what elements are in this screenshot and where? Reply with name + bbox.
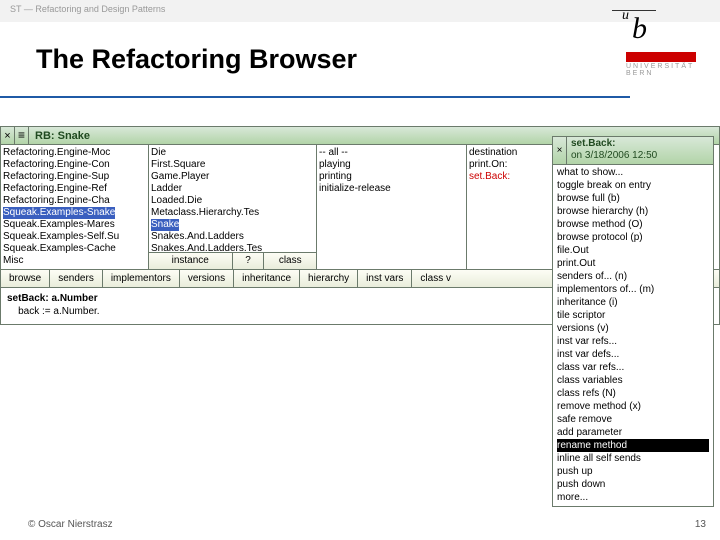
list-item[interactable]: initialize-release: [319, 183, 464, 195]
menu-item[interactable]: add parameter: [557, 426, 709, 439]
list-item[interactable]: Snakes.And.Ladders.Tes: [151, 243, 314, 252]
menu-item[interactable]: push down: [557, 478, 709, 491]
university-wordmark: UNIVERSITÄT BERN: [626, 52, 696, 77]
menu-item[interactable]: safe remove: [557, 413, 709, 426]
window-title: RB: Snake: [29, 130, 90, 142]
menu-item[interactable]: class var refs...: [557, 361, 709, 374]
list-item[interactable]: Refactoring.Engine-Sup: [3, 171, 146, 183]
action-button[interactable]: browse: [1, 270, 50, 287]
menu-icon[interactable]: ≡: [15, 127, 29, 145]
menu-item[interactable]: inheritance (i): [557, 296, 709, 309]
page-title: The Refactoring Browser: [36, 44, 357, 75]
menu-item[interactable]: remove method (x): [557, 400, 709, 413]
action-button[interactable]: inst vars: [358, 270, 412, 287]
menu-item[interactable]: inst var refs...: [557, 335, 709, 348]
protocols-pane[interactable]: -- all --playingprintinginitialize-relea…: [317, 145, 467, 269]
instance-button[interactable]: instance: [149, 253, 233, 269]
list-item[interactable]: Refactoring.Engine-Moc: [3, 147, 146, 159]
method-signature-selector: setBack:: [7, 293, 49, 304]
menu-item[interactable]: browse hierarchy (h): [557, 205, 709, 218]
action-button[interactable]: senders: [50, 270, 103, 287]
menu-item[interactable]: implementors of... (m): [557, 283, 709, 296]
footer-copyright: © Oscar Nierstrasz: [28, 519, 113, 530]
list-item[interactable]: Squeak.Examples-Mares: [3, 219, 146, 231]
list-item[interactable]: Refactoring.Engine-Cha: [3, 195, 146, 207]
list-item[interactable]: Refactoring.Engine-Ref: [3, 183, 146, 195]
list-item[interactable]: Game.Player: [151, 171, 314, 183]
menu-item[interactable]: what to show...: [557, 166, 709, 179]
menu-item[interactable]: print.Out: [557, 257, 709, 270]
menu-item[interactable]: push up: [557, 465, 709, 478]
list-item[interactable]: Misc: [3, 255, 146, 267]
classes-pane[interactable]: DieFirst.SquareGame.PlayerLadderLoaded.D…: [149, 145, 317, 269]
menu-item[interactable]: class refs (N): [557, 387, 709, 400]
q-button[interactable]: ?: [233, 253, 265, 269]
university-logo: u b: [612, 2, 660, 50]
list-item[interactable]: Snakes.And.Ladders: [151, 231, 314, 243]
list-item[interactable]: First.Square: [151, 159, 314, 171]
list-item[interactable]: Refactoring.Engine-Con: [3, 159, 146, 171]
list-item[interactable]: Metaclass.Hierarchy.Tes: [151, 207, 314, 219]
list-item[interactable]: Squeak.Examples-Self.Su: [3, 231, 146, 243]
list-item[interactable]: Squeak.Examples-Snake: [3, 207, 146, 219]
menu-item[interactable]: inline all self sends: [557, 452, 709, 465]
packages-pane[interactable]: Refactoring.Engine-MocRefactoring.Engine…: [1, 145, 149, 269]
close-icon[interactable]: ×: [1, 127, 15, 145]
list-item[interactable]: Loaded.Die: [151, 195, 314, 207]
menu-item[interactable]: file.Out: [557, 244, 709, 257]
action-button[interactable]: implementors: [103, 270, 180, 287]
context-menu: × set.Back: on 3/18/2006 12:50 what to s…: [552, 136, 714, 507]
page-number: 13: [695, 519, 706, 530]
menu-item[interactable]: toggle break on entry: [557, 179, 709, 192]
list-item[interactable]: playing: [319, 159, 464, 171]
menu-item[interactable]: rename method: [557, 439, 709, 452]
action-button[interactable]: hierarchy: [300, 270, 358, 287]
popup-title: set.Back: on 3/18/2006 12:50: [567, 137, 713, 164]
action-button[interactable]: versions: [180, 270, 234, 287]
list-item[interactable]: Squeak.Examples-Cache: [3, 243, 146, 255]
menu-item[interactable]: senders of... (n): [557, 270, 709, 283]
list-item[interactable]: Snake: [151, 219, 314, 231]
action-button[interactable]: inheritance: [234, 270, 300, 287]
menu-item[interactable]: browse full (b): [557, 192, 709, 205]
close-icon[interactable]: ×: [553, 137, 567, 164]
menu-item[interactable]: tile scriptor: [557, 309, 709, 322]
list-item[interactable]: Die: [151, 147, 314, 159]
menu-item[interactable]: inst var defs...: [557, 348, 709, 361]
menu-item[interactable]: more...: [557, 491, 709, 504]
list-item[interactable]: Ladder: [151, 183, 314, 195]
menu-item[interactable]: browse protocol (p): [557, 231, 709, 244]
menu-item[interactable]: versions (v): [557, 322, 709, 335]
breadcrumb: ST — Refactoring and Design Patterns: [10, 4, 165, 14]
class-button[interactable]: class: [264, 253, 316, 269]
menu-item[interactable]: browse method (O): [557, 218, 709, 231]
list-item[interactable]: -- all --: [319, 147, 464, 159]
menu-item[interactable]: class variables: [557, 374, 709, 387]
list-item[interactable]: printing: [319, 171, 464, 183]
code-body-var: back: [18, 306, 39, 317]
